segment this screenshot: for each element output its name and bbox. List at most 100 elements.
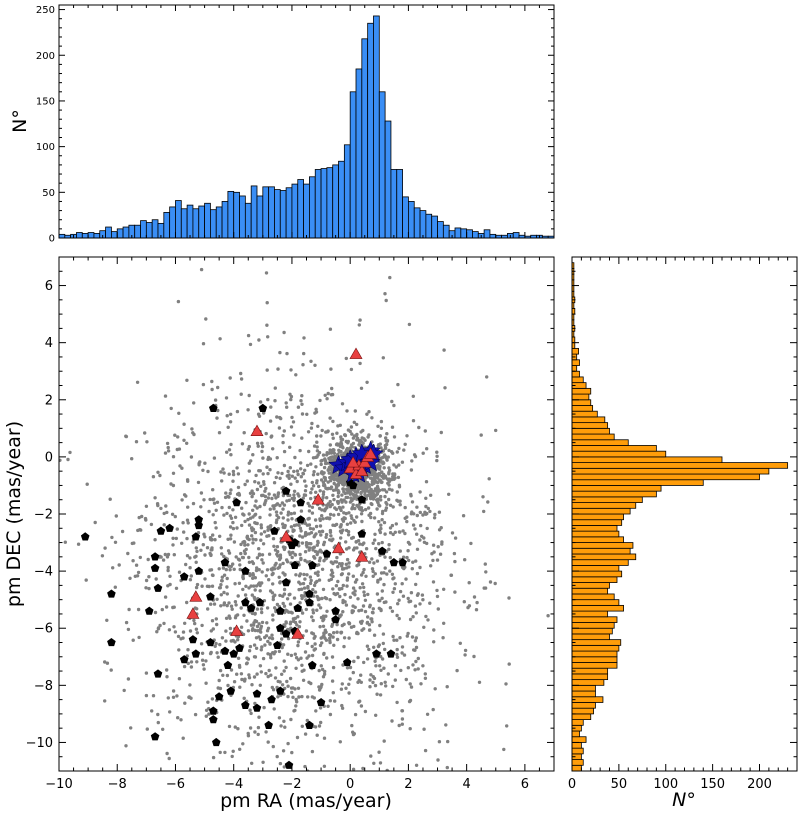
scatter-point-field: [231, 520, 235, 525]
scatter-point-field: [331, 691, 335, 695]
scatter-point-pentagon: [206, 592, 215, 601]
scatter-point-field: [242, 431, 246, 435]
scatter-point-field: [379, 607, 383, 612]
scatter-point-field: [171, 543, 175, 547]
scatter-point-field: [261, 656, 266, 661]
scatter-point-field: [281, 601, 285, 606]
scatter-point-field: [199, 491, 204, 495]
scatter-point-field: [185, 441, 189, 445]
scatter-point-field: [483, 562, 487, 566]
scatter-point-field: [203, 461, 207, 465]
scatter-point-field: [276, 679, 280, 684]
right-histogram-bar: [571, 513, 624, 521]
scatter-point-field: [323, 557, 328, 561]
scatter-point-field: [225, 603, 229, 608]
scatter-point-field: [195, 660, 199, 664]
scatter-point-field: [381, 641, 385, 646]
scatter-point-field: [230, 754, 234, 759]
scatter-point-field: [453, 536, 458, 540]
scatter-point-field: [292, 523, 297, 528]
scatter-point-field: [243, 519, 247, 524]
top-histogram-bar: [326, 167, 334, 239]
scatter-point-field: [257, 338, 261, 342]
scatter-point-field: [387, 448, 391, 453]
scatter-point-field: [250, 683, 254, 687]
scatter-point-field: [255, 487, 260, 492]
scatter-point-field: [240, 442, 245, 446]
scatter-point-field: [305, 718, 309, 723]
scatter-point-field: [318, 606, 323, 610]
scatter-point-pentagon: [252, 689, 262, 698]
scatter-point-field: [293, 652, 297, 656]
scatter-point-field: [318, 489, 322, 493]
scatter-point-field: [255, 556, 260, 560]
scatter-point-field: [267, 492, 271, 496]
scatter-point-field: [352, 434, 357, 438]
top-histogram-bar: [58, 233, 66, 239]
scatter-point-field: [254, 568, 259, 573]
right-histogram-bar: [571, 747, 584, 755]
scatter-point-field: [154, 577, 158, 581]
scatter-point-field: [462, 600, 466, 604]
scatter-point-field: [398, 589, 403, 594]
scatter-point-field: [137, 635, 141, 640]
scatter-point-field: [213, 538, 217, 542]
scatter-point-pentagon: [281, 629, 291, 638]
scatter-point-field: [239, 625, 244, 629]
scatter-point-field: [313, 634, 317, 639]
scatter-point-field: [359, 386, 364, 390]
scatter-point-field: [210, 584, 215, 588]
scatter-point-field: [416, 656, 420, 661]
top-histogram-bar: [419, 210, 427, 239]
scatter-point-field: [392, 638, 396, 642]
scatter-point-field: [165, 441, 170, 446]
scatter-point-field: [237, 581, 242, 585]
scatter-point-field: [442, 587, 446, 591]
scatter-point-field: [362, 585, 366, 590]
scatter-point-field: [323, 478, 328, 482]
right-histogram-bar: [571, 387, 592, 395]
scatter-point-field: [281, 545, 286, 549]
top-histogram-bar: [303, 183, 310, 239]
scatter-point-field: [368, 628, 372, 632]
scatter-point-field: [175, 694, 179, 698]
scatter-point-field: [93, 520, 97, 525]
scatter-point-field: [181, 736, 185, 740]
scatter-point-field: [366, 592, 370, 597]
scatter-point-field: [254, 636, 259, 640]
scatter-ylabel: pm DEC (mas/year): [3, 421, 25, 607]
scatter-point-field: [303, 479, 307, 483]
scatter-point-field: [222, 590, 226, 595]
scatter-point-field: [485, 375, 489, 379]
scatter-point-field: [421, 451, 425, 455]
scatter-point-field: [189, 574, 193, 578]
scatter-point-field: [300, 669, 304, 673]
scatter-point-field: [397, 616, 401, 621]
scatter-point-field: [350, 723, 354, 728]
scatter-point-field: [266, 740, 270, 744]
scatter-point-field: [294, 666, 298, 670]
scatter-point-field: [359, 508, 363, 512]
scatter-point-field: [114, 514, 119, 518]
scatter-point-field: [310, 505, 315, 509]
scatter-point-field: [302, 351, 306, 356]
scatter-point-field: [292, 528, 296, 533]
scatter-point-field: [328, 512, 333, 517]
scatter-point-field: [277, 557, 282, 562]
scatter-point-field: [403, 516, 407, 520]
scatter-point-field: [330, 432, 335, 436]
scatter-point-field: [278, 476, 282, 480]
scatter-point-field: [436, 545, 440, 549]
scatter-point-field: [295, 735, 300, 740]
scatter-point-field: [271, 597, 275, 602]
scatter-point-field: [374, 713, 378, 717]
scatter-point-field: [272, 493, 277, 497]
scatter-point-field: [231, 472, 236, 477]
scatter-point-pentagon: [241, 598, 250, 607]
scatter-point-field: [493, 581, 497, 586]
scatter-point-field: [414, 559, 418, 563]
scatter-point-field: [113, 585, 118, 589]
scatter-point-field: [411, 560, 415, 564]
scatter-point-field: [248, 708, 252, 712]
scatter-point-field: [303, 732, 308, 736]
